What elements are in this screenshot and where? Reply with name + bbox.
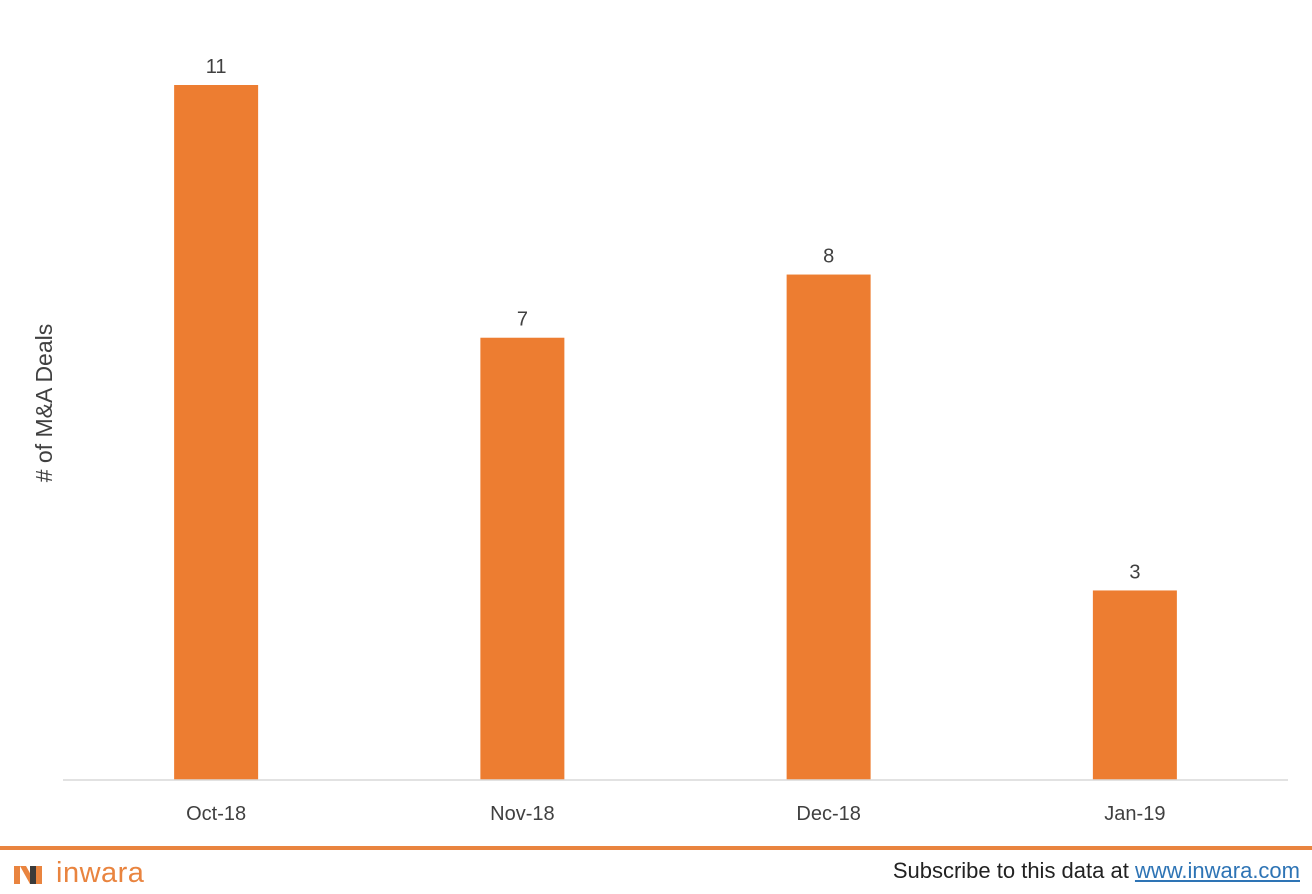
inwara-logo: inwara [14, 856, 144, 890]
bar-oct-18 [174, 85, 259, 780]
data-label-nov-18: 7 [517, 309, 528, 331]
y-axis-label: # of M&A Deals [31, 324, 57, 483]
footer-divider [0, 846, 1312, 850]
x-tick-label-dec-18: Dec-18 [796, 803, 860, 825]
subscribe-link[interactable]: www.inwara.com [1134, 858, 1300, 883]
data-label-dec-18: 8 [823, 246, 834, 268]
x-tick-label-oct-18: Oct-18 [186, 803, 246, 825]
data-label-oct-18: 11 [206, 56, 227, 78]
x-tick-labels: Oct-18 Nov-18 Dec-18 Jan-19 [186, 803, 1165, 825]
x-tick-label-jan-19: Jan-19 [1104, 803, 1165, 825]
bar-jan-19 [1092, 590, 1177, 780]
data-label-jan-19: 3 [1129, 561, 1140, 583]
bar-series [174, 85, 1177, 780]
bar-nov-18 [480, 337, 565, 780]
subscribe-text: Subscribe to this data at [892, 858, 1135, 883]
logo-text: inwara [56, 856, 145, 889]
inwara-logo-icon [14, 866, 42, 884]
subscribe-note: Subscribe to this data at www.inwara.com [893, 858, 1300, 884]
x-tick-label-nov-18: Nov-18 [490, 803, 554, 825]
bar-dec-18 [786, 274, 871, 780]
data-labels: 11 7 8 3 [206, 56, 1141, 583]
